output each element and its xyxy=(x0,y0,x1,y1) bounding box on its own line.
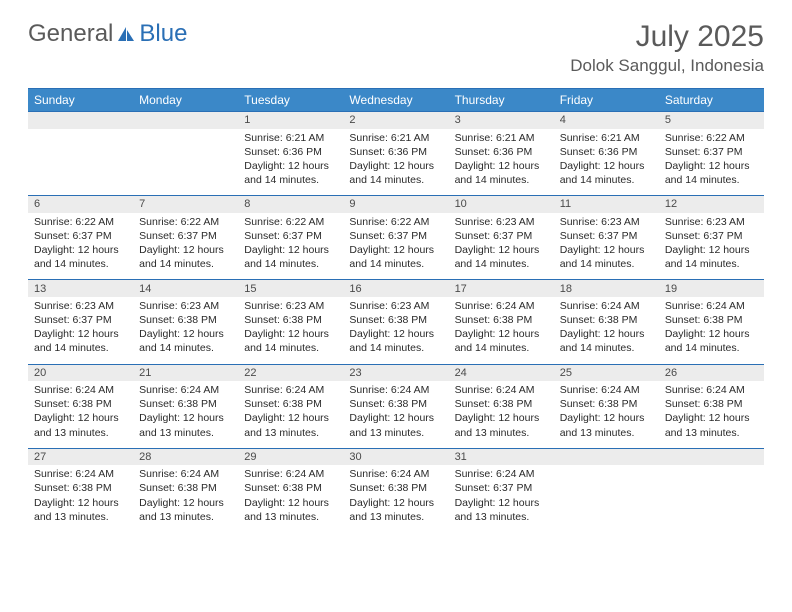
day-num: 27 xyxy=(28,448,133,465)
day-detail: Sunrise: 6:24 AM Sunset: 6:38 PM Dayligh… xyxy=(659,297,764,364)
day-num: 20 xyxy=(28,364,133,381)
day-detail: Sunrise: 6:22 AM Sunset: 6:37 PM Dayligh… xyxy=(343,213,448,280)
week1-details: Sunrise: 6:21 AM Sunset: 6:36 PM Dayligh… xyxy=(28,129,764,196)
day-detail: Sunrise: 6:24 AM Sunset: 6:38 PM Dayligh… xyxy=(343,465,448,532)
week5-details: Sunrise: 6:24 AM Sunset: 6:38 PM Dayligh… xyxy=(28,465,764,532)
day-detail: Sunrise: 6:23 AM Sunset: 6:37 PM Dayligh… xyxy=(28,297,133,364)
day-detail: Sunrise: 6:24 AM Sunset: 6:38 PM Dayligh… xyxy=(659,381,764,448)
day-num: 9 xyxy=(343,196,448,213)
day-detail xyxy=(659,465,764,532)
logo-sail-icon xyxy=(116,25,136,43)
day-num: 13 xyxy=(28,280,133,297)
day-detail: Sunrise: 6:23 AM Sunset: 6:38 PM Dayligh… xyxy=(343,297,448,364)
day-detail: Sunrise: 6:24 AM Sunset: 6:38 PM Dayligh… xyxy=(449,297,554,364)
dow-sunday: Sunday xyxy=(28,89,133,112)
location-label: Dolok Sanggul, Indonesia xyxy=(570,56,764,76)
day-detail: Sunrise: 6:21 AM Sunset: 6:36 PM Dayligh… xyxy=(554,129,659,196)
week5-nums: 27 28 29 30 31 xyxy=(28,448,764,465)
day-num: 14 xyxy=(133,280,238,297)
week2-details: Sunrise: 6:22 AM Sunset: 6:37 PM Dayligh… xyxy=(28,213,764,280)
day-num: 29 xyxy=(238,448,343,465)
day-detail: Sunrise: 6:24 AM Sunset: 6:38 PM Dayligh… xyxy=(554,381,659,448)
day-num xyxy=(554,448,659,465)
dow-wednesday: Wednesday xyxy=(343,89,448,112)
day-num: 17 xyxy=(449,280,554,297)
day-num: 4 xyxy=(554,112,659,129)
calendar-table: Sunday Monday Tuesday Wednesday Thursday… xyxy=(28,88,764,532)
logo-text-blue: Blue xyxy=(139,20,187,48)
week3-details: Sunrise: 6:23 AM Sunset: 6:37 PM Dayligh… xyxy=(28,297,764,364)
title-block: July 2025 Dolok Sanggul, Indonesia xyxy=(570,20,764,76)
day-num: 25 xyxy=(554,364,659,381)
day-detail: Sunrise: 6:24 AM Sunset: 6:38 PM Dayligh… xyxy=(238,465,343,532)
week4-details: Sunrise: 6:24 AM Sunset: 6:38 PM Dayligh… xyxy=(28,381,764,448)
day-num: 2 xyxy=(343,112,448,129)
day-num xyxy=(133,112,238,129)
day-num: 11 xyxy=(554,196,659,213)
day-detail: Sunrise: 6:23 AM Sunset: 6:37 PM Dayligh… xyxy=(449,213,554,280)
day-detail: Sunrise: 6:24 AM Sunset: 6:38 PM Dayligh… xyxy=(238,381,343,448)
week1-nums: 1 2 3 4 5 xyxy=(28,112,764,129)
day-detail: Sunrise: 6:23 AM Sunset: 6:37 PM Dayligh… xyxy=(554,213,659,280)
day-detail: Sunrise: 6:24 AM Sunset: 6:38 PM Dayligh… xyxy=(449,381,554,448)
day-detail: Sunrise: 6:24 AM Sunset: 6:37 PM Dayligh… xyxy=(449,465,554,532)
dow-friday: Friday xyxy=(554,89,659,112)
day-num: 15 xyxy=(238,280,343,297)
day-num: 16 xyxy=(343,280,448,297)
logo-text-general: General xyxy=(28,20,113,48)
header: General Blue July 2025 Dolok Sanggul, In… xyxy=(28,20,764,76)
week4-nums: 20 21 22 23 24 25 26 xyxy=(28,364,764,381)
day-detail: Sunrise: 6:22 AM Sunset: 6:37 PM Dayligh… xyxy=(28,213,133,280)
day-num xyxy=(28,112,133,129)
day-num: 7 xyxy=(133,196,238,213)
day-num: 23 xyxy=(343,364,448,381)
day-num: 18 xyxy=(554,280,659,297)
day-num: 3 xyxy=(449,112,554,129)
day-num: 24 xyxy=(449,364,554,381)
day-num: 5 xyxy=(659,112,764,129)
day-detail: Sunrise: 6:21 AM Sunset: 6:36 PM Dayligh… xyxy=(343,129,448,196)
day-detail: Sunrise: 6:24 AM Sunset: 6:38 PM Dayligh… xyxy=(133,381,238,448)
day-num: 31 xyxy=(449,448,554,465)
day-detail: Sunrise: 6:24 AM Sunset: 6:38 PM Dayligh… xyxy=(554,297,659,364)
day-num: 8 xyxy=(238,196,343,213)
day-num: 22 xyxy=(238,364,343,381)
week2-nums: 6 7 8 9 10 11 12 xyxy=(28,196,764,213)
day-num: 12 xyxy=(659,196,764,213)
day-num xyxy=(659,448,764,465)
day-num: 19 xyxy=(659,280,764,297)
day-num: 26 xyxy=(659,364,764,381)
month-title: July 2025 xyxy=(570,20,764,54)
week3-nums: 13 14 15 16 17 18 19 xyxy=(28,280,764,297)
dow-tuesday: Tuesday xyxy=(238,89,343,112)
day-num: 30 xyxy=(343,448,448,465)
day-detail: Sunrise: 6:23 AM Sunset: 6:38 PM Dayligh… xyxy=(133,297,238,364)
dow-header-row: Sunday Monday Tuesday Wednesday Thursday… xyxy=(28,89,764,112)
day-detail xyxy=(554,465,659,532)
day-num: 28 xyxy=(133,448,238,465)
day-num: 10 xyxy=(449,196,554,213)
day-num: 1 xyxy=(238,112,343,129)
day-detail: Sunrise: 6:24 AM Sunset: 6:38 PM Dayligh… xyxy=(28,465,133,532)
day-num: 21 xyxy=(133,364,238,381)
day-detail: Sunrise: 6:23 AM Sunset: 6:38 PM Dayligh… xyxy=(238,297,343,364)
day-detail: Sunrise: 6:22 AM Sunset: 6:37 PM Dayligh… xyxy=(133,213,238,280)
day-detail: Sunrise: 6:24 AM Sunset: 6:38 PM Dayligh… xyxy=(133,465,238,532)
dow-saturday: Saturday xyxy=(659,89,764,112)
day-num: 6 xyxy=(28,196,133,213)
logo: General Blue xyxy=(28,20,187,48)
day-detail: Sunrise: 6:24 AM Sunset: 6:38 PM Dayligh… xyxy=(343,381,448,448)
day-detail: Sunrise: 6:21 AM Sunset: 6:36 PM Dayligh… xyxy=(449,129,554,196)
day-detail: Sunrise: 6:22 AM Sunset: 6:37 PM Dayligh… xyxy=(238,213,343,280)
dow-thursday: Thursday xyxy=(449,89,554,112)
day-detail: Sunrise: 6:22 AM Sunset: 6:37 PM Dayligh… xyxy=(659,129,764,196)
day-detail: Sunrise: 6:24 AM Sunset: 6:38 PM Dayligh… xyxy=(28,381,133,448)
dow-monday: Monday xyxy=(133,89,238,112)
day-detail: Sunrise: 6:23 AM Sunset: 6:37 PM Dayligh… xyxy=(659,213,764,280)
day-detail xyxy=(28,129,133,196)
day-detail xyxy=(133,129,238,196)
day-detail: Sunrise: 6:21 AM Sunset: 6:36 PM Dayligh… xyxy=(238,129,343,196)
